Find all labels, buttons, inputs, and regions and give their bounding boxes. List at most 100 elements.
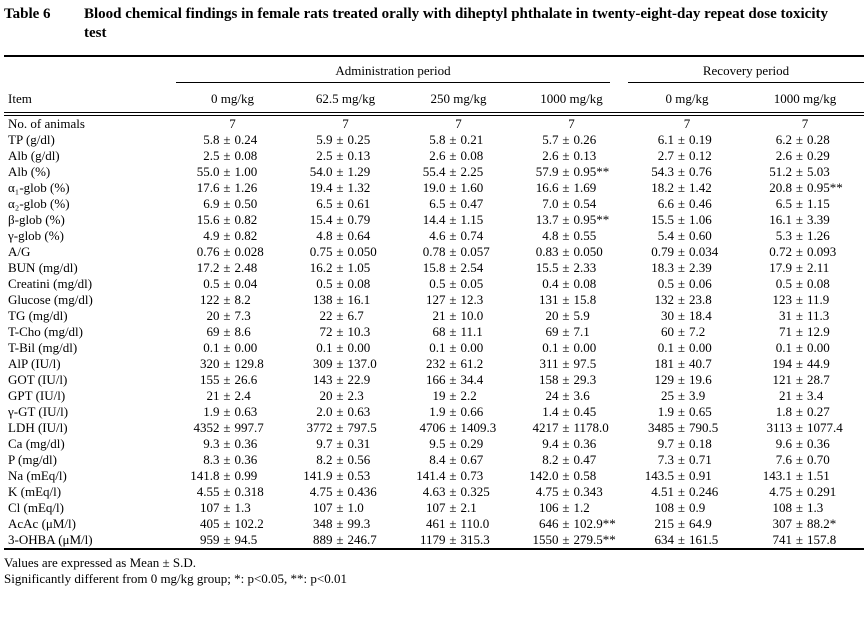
mean-value: 129 [654, 372, 675, 387]
value-cell: 129 ±19.6 [628, 372, 746, 388]
value-cell: 6.5 ±0.61 [289, 196, 402, 212]
value-cell: 4352 ±997.7 [176, 420, 289, 436]
value-cell: 0.5 ±0.08 [289, 276, 402, 292]
table-title-text: Blood chemical findings in female rats t… [84, 6, 828, 41]
sd-value: 0.95** [573, 164, 610, 179]
plus-minus-sign: ± [449, 164, 457, 179]
mean-value: 959 [200, 532, 220, 547]
mean-value: 69 [206, 324, 220, 339]
row-item-label: K (mEq/l) [8, 484, 62, 499]
plus-minus-sign: ± [677, 340, 686, 355]
sd-value: 797.5 [347, 420, 377, 435]
plus-minus-sign: ± [449, 388, 457, 403]
mean-value: 8.3 [203, 452, 220, 467]
value-cell: 8.2 ±0.47 [515, 452, 628, 468]
mean-value: 4.75 [535, 484, 559, 499]
plus-minus-sign: ± [562, 260, 570, 275]
value-cell: 16.6 ±1.69 [515, 180, 628, 196]
mean-value: 4.8 [316, 228, 333, 243]
value-cell: 15.8 ±2.54 [402, 260, 515, 276]
sd-value: 0.08 [460, 148, 484, 163]
row-item-label: TG (mg/dl) [8, 308, 68, 323]
value-cell: 15.5 ±2.33 [515, 260, 628, 276]
plus-minus-sign: ± [795, 436, 804, 451]
mean-value: 6.5 [316, 196, 333, 211]
mean-value: 141.4 [416, 468, 446, 483]
sd-value: 1.69 [573, 180, 597, 195]
administration-period-cell: Administration period [176, 56, 628, 83]
value-cell: 5.8 ±0.24 [176, 132, 289, 148]
plus-minus-sign: ± [677, 276, 686, 291]
table-row: AcAc (μM/l) 405 ±102.2 348 ±99.3 461 ±110.0 646… [4, 516, 864, 532]
plus-minus-sign: ± [449, 404, 457, 419]
mean-value: 7.3 [657, 452, 674, 467]
value-cell: 646 ±102.9** [515, 516, 628, 532]
mean-value: 8.2 [316, 452, 333, 467]
value-cell: 19.0 ±1.60 [402, 180, 515, 196]
value-cell: 2.5 ±0.13 [289, 148, 402, 164]
plus-minus-sign: ± [562, 516, 570, 531]
sd-value: 0.76 [689, 164, 712, 179]
sd-value: 790.5 [689, 420, 719, 435]
mean-value: 1.4 [542, 404, 559, 419]
sd-value: 7.1 [573, 324, 590, 339]
mean-value: 141.9 [303, 468, 333, 483]
sd-value: 26.6 [234, 372, 258, 387]
value-cell: 30 ±18.4 [628, 308, 746, 324]
mean-value: 0.4 [542, 276, 559, 291]
value-cell: 461 ±110.0 [402, 516, 515, 532]
sd-value: 315.3 [460, 532, 490, 547]
plus-minus-sign: ± [795, 132, 804, 147]
plus-minus-sign: ± [795, 276, 804, 291]
value-cell: 6.9 ±0.50 [176, 196, 289, 212]
mean-value: 405 [200, 516, 220, 531]
plus-minus-sign: ± [677, 452, 686, 467]
value-cell: 24 ±3.6 [515, 388, 628, 404]
sd-value: 0.56 [347, 452, 371, 467]
plus-minus-sign: ± [223, 436, 231, 451]
mean-value: 19 [432, 388, 446, 403]
mean-value: 6.5 [429, 196, 446, 211]
value-cell: 60 ±7.2 [628, 324, 746, 340]
mean-value: 108 [654, 500, 675, 515]
value-cell: 5.9 ±0.25 [289, 132, 402, 148]
mean-value: 17.2 [196, 260, 220, 275]
footnote-significance: Significantly different from 0 mg/kg gro… [4, 571, 347, 586]
mean-value: 15.4 [309, 212, 333, 227]
sd-value: 1.26 [234, 180, 258, 195]
plus-minus-sign: ± [223, 484, 231, 499]
value-cell: 9.5 ±0.29 [402, 436, 515, 452]
sd-value: 0.50 [234, 196, 258, 211]
sd-value: 161.5 [689, 532, 719, 547]
plus-minus-sign: ± [677, 404, 686, 419]
value-cell: 4.75 ±0.291 [746, 484, 864, 500]
plus-minus-sign: ± [677, 420, 686, 435]
mean-value: 194 [772, 356, 793, 371]
mean-value: 5.9 [316, 132, 333, 147]
plus-minus-sign: ± [562, 468, 570, 483]
sd-value: 1077.4 [807, 420, 843, 435]
table-row: LDH (IU/l) 4352 ±997.7 3772 ±797.5 4706 ±1409.… [4, 420, 864, 436]
plus-minus-sign: ± [677, 388, 686, 403]
plus-minus-sign: ± [795, 484, 804, 499]
value-cell: 0.78 ±0.057 [402, 244, 515, 260]
mean-value: 20.8 [769, 180, 792, 195]
value-cell: 69 ±7.1 [515, 324, 628, 340]
plus-minus-sign: ± [223, 164, 231, 179]
plus-minus-sign: ± [795, 500, 804, 515]
row-item-label: 3-OHBA (μM/l) [8, 532, 93, 547]
sd-value: 0.08 [573, 276, 597, 291]
blood-chemical-table: Administration period Recovery period It… [4, 55, 864, 550]
value-cell: 55.0 ±1.00 [176, 164, 289, 180]
administration-period-label: Administration period [176, 63, 610, 83]
mean-value: 107 [200, 500, 220, 515]
mean-value: 19.4 [309, 180, 333, 195]
sd-value: 279.5** [573, 532, 616, 547]
sd-value: 0.71 [689, 452, 712, 467]
mean-value: 54.0 [309, 164, 333, 179]
mean-value: 4706 [419, 420, 446, 435]
value-cell: 132 ±23.8 [628, 292, 746, 308]
mean-value: 0.1 [775, 340, 792, 355]
value-cell: 4.75 ±0.343 [515, 484, 628, 500]
table-row: GPT (IU/l) 21 ±2.4 20 ±2.3 19 ±2.2 24 ±3.6 25 ±3.9… [4, 388, 864, 404]
